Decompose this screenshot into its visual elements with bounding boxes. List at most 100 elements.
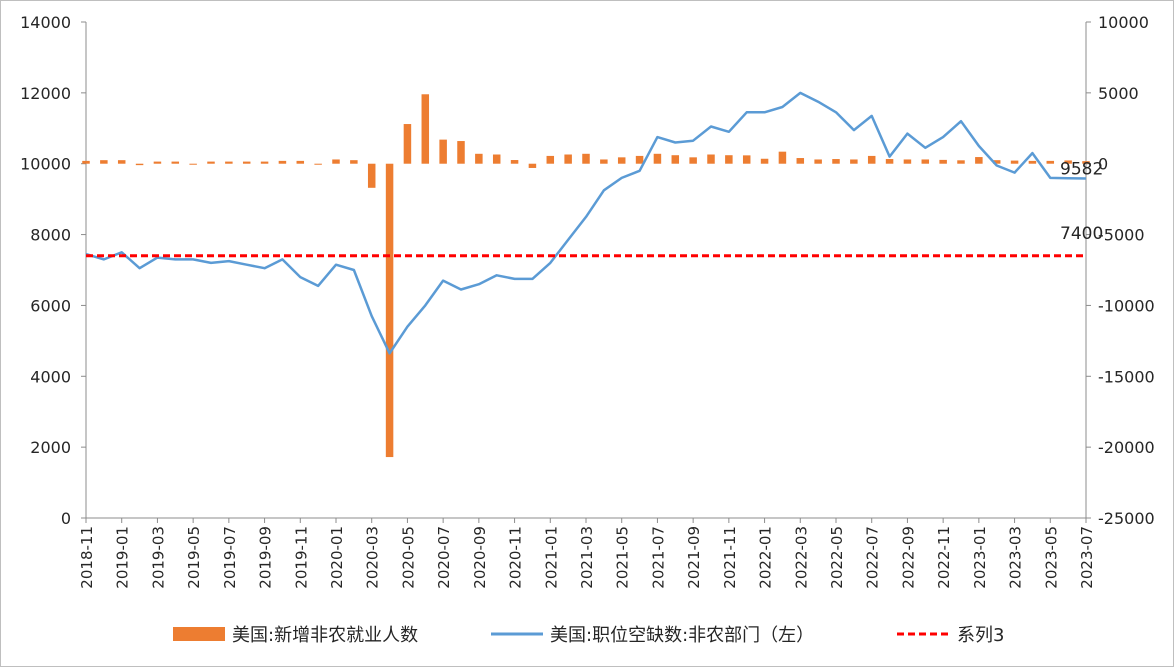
bar-2020-10 [492,154,501,164]
x-tick-label: 2019-05 [185,526,203,589]
x-tick-label: 2021-05 [614,526,632,589]
x-tick-label: 2021-03 [578,526,596,589]
left-tick-label: 2000 [30,438,71,457]
legend-swatch-bar [173,627,225,641]
x-tick-label: 2020-01 [328,526,346,589]
x-tick-label: 2019-09 [257,526,275,589]
legend-label-dashed: 系列3 [957,625,1004,646]
bar-2019-12 [314,163,322,165]
bar-2020-02 [350,160,358,164]
x-tick-label: 2022-09 [899,526,917,589]
x-tick-label: 2021-11 [721,526,739,589]
bar-2022-05 [832,159,840,164]
bar-2020-06 [421,94,430,164]
bar-2022-09 [903,159,912,164]
x-tick-label: 2019-11 [292,526,310,589]
x-tick-label: 2023-03 [1007,526,1025,589]
bar-2022-03 [796,158,805,164]
bar-2019-02 [135,163,144,166]
bar-2019-05 [189,163,197,165]
bar-2022-02 [778,151,787,164]
x-tick-label: 2020-09 [471,526,489,589]
x-tick-label: 2023-05 [1042,526,1060,589]
bar-2023-01 [975,157,983,164]
x-tick-label: 2019-01 [114,526,132,589]
right-tick-label: 0 [1098,155,1108,174]
bar-2021-10 [707,154,715,164]
data-label-series3-last: 7400 [1060,224,1103,244]
bar-2019-01 [117,160,126,164]
bar-2021-02 [564,154,572,164]
bar-2021-06 [635,155,644,164]
left-tick-label: 14000 [20,13,71,32]
bar-2019-11 [296,160,305,164]
x-tick-label: 2022-11 [935,526,953,589]
bar-2019-10 [278,160,287,164]
x-tick-label: 2019-07 [221,526,239,589]
bar-2020-01 [332,159,340,164]
bar-2023-02 [992,160,1001,164]
bar-2021-12 [742,155,751,164]
x-tick-label: 2021-09 [685,526,703,589]
x-tick-label: 2019-03 [149,526,167,589]
bar-2021-04 [600,159,608,164]
x-tick-label: 2022-01 [757,526,775,589]
bar-2019-06 [207,161,215,164]
x-tick-label: 2022-05 [828,526,846,589]
bar-2022-04 [814,159,822,164]
bar-2020-04 [385,163,394,458]
bar-2020-03 [367,163,376,188]
bar-2021-03 [582,153,590,164]
bar-2019-09 [260,161,269,164]
bar-2022-11 [939,159,947,164]
bar-2022-12 [957,160,965,164]
x-tick-label: 2018-11 [78,526,96,589]
x-tick-label: 2020-11 [507,526,525,589]
legend-label-bar: 美国:新增非农就业人数 [232,625,418,646]
bar-2020-07 [439,139,447,164]
left-tick-label: 10000 [20,155,71,174]
bar-2022-06 [850,159,858,164]
right-tick-label: 10000 [1098,13,1149,32]
right-tick-label: -25000 [1098,509,1155,528]
bar-2019-04 [171,161,180,164]
x-tick-label: 2020-07 [435,526,453,589]
bar-2021-11 [725,155,733,164]
bar-2018-11 [82,160,90,164]
x-tick-label: 2020-03 [364,526,382,589]
x-tick-label: 2023-07 [1078,526,1096,589]
bar-2021-08 [671,155,680,164]
x-tick-label: 2022-03 [792,526,810,589]
bar-2023-03 [1010,160,1019,164]
bar-2021-09 [689,157,697,164]
bar-2022-07 [867,155,876,164]
x-tick-label: 2023-01 [971,526,989,589]
bar-2020-12 [528,163,537,168]
x-tick-label: 2021-07 [649,526,667,589]
right-tick-label: -15000 [1098,367,1155,386]
left-tick-label: 0 [61,509,71,528]
bar-2022-10 [921,159,930,164]
right-tick-label: -10000 [1098,296,1155,315]
bar-2019-03 [153,161,162,164]
bar-2021-05 [617,157,626,164]
bar-2022-08 [885,159,894,164]
left-tick-label: 4000 [30,367,71,386]
bar-2020-05 [403,124,412,164]
bar-2023-07 [1082,161,1090,164]
bar-2020-09 [475,153,483,164]
bar-2021-07 [653,153,662,164]
right-tick-label: 5000 [1098,84,1139,103]
bar-2023-06 [1064,160,1072,164]
right-tick-label: -20000 [1098,438,1155,457]
bar-2023-04 [1028,160,1037,164]
series-line-job-openings [85,91,1087,355]
x-tick-label: 2022-07 [864,526,882,589]
x-tick-label: 2021-01 [542,526,560,589]
left-tick-label: 8000 [30,226,71,245]
bar-2022-01 [760,158,769,164]
left-tick-label: 6000 [30,296,71,315]
bar-2020-08 [457,141,465,164]
